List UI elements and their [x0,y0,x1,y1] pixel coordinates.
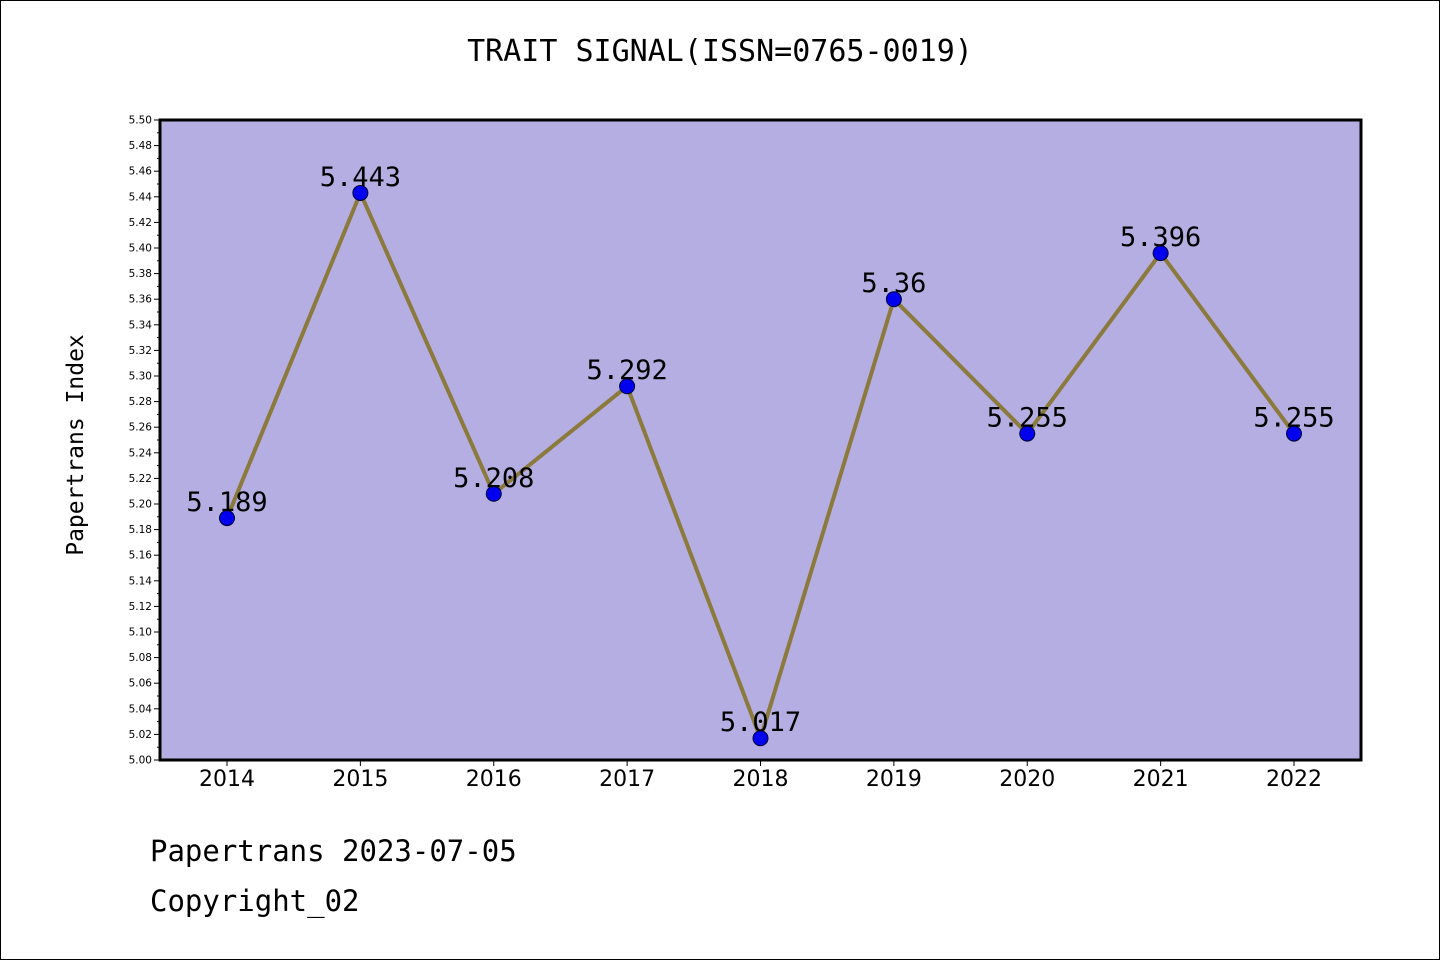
footer-date: Papertrans 2023-07-05 [150,834,517,868]
data-label: 5.443 [320,162,401,193]
data-point [485,485,502,502]
y-tick-label: 5.00 [129,755,152,767]
data-point [752,730,769,747]
y-tick-label: 5.48 [129,140,152,152]
x-tick-label: 2021 [1133,767,1189,792]
y-tick-label: 5.36 [129,294,153,306]
data-label: 5.396 [1120,222,1201,253]
y-tick-label: 5.18 [129,524,152,536]
data-label: 5.189 [186,487,267,518]
y-tick-label: 5.14 [129,575,153,587]
y-tick-label: 5.02 [129,729,152,741]
y-tick-label: 5.16 [129,550,153,562]
plot-border [158,118,1363,762]
x-tick-label: 2015 [332,767,388,792]
y-tick-label: 5.50 [129,115,152,127]
chart-title: TRAIT SIGNAL(ISSN=0765-0019) [467,34,973,69]
y-axis: 5.00 5.02 5.04 5.06 5.08 5.10 5.12 5.14 5.16 5.18… [129,115,160,767]
data-point [619,378,636,395]
y-tick-label: 5.24 [129,447,153,459]
y-tick-label: 5.04 [129,703,153,715]
data-label: 5.255 [987,403,1068,434]
y-tick-label: 5.10 [129,627,152,639]
data-point [1286,425,1302,442]
y-tick-label: 5.12 [129,601,152,613]
x-tick-label: 2014 [199,767,255,792]
x-tick-label: 2018 [733,767,789,792]
data-point [352,184,369,201]
y-tick-label: 5.08 [129,652,152,664]
data-label: 5.208 [453,463,534,494]
x-tick-label: 2016 [466,767,522,792]
y-tick-label: 5.38 [129,268,152,280]
data-point [1152,245,1169,262]
y-tick-label: 5.44 [129,191,153,203]
y-tick-label: 5.22 [129,473,152,485]
footer-copyright: Copyright_02 [150,884,360,918]
data-labels: 5.189 5.443 5.208 5.292 5.017 5.36 5.255 5.396 5… [186,162,1334,738]
data-point [1019,425,1036,442]
data-point [219,510,235,527]
plot-area [160,120,1361,760]
data-point [885,291,902,308]
data-label: 5.255 [1253,403,1334,434]
y-tick-label: 5.30 [129,371,152,383]
y-tick-label: 5.42 [129,217,152,229]
data-label: 5.017 [720,707,801,738]
x-tick-label: 2020 [999,767,1055,792]
x-tick-label: 2022 [1266,767,1322,792]
y-tick-label: 5.26 [129,422,153,434]
x-tick-label: 2019 [866,767,922,792]
x-axis: 2014 2015 2016 2017 2018 2019 2020 2021 2022 [199,760,1322,792]
y-tick-label: 5.20 [129,499,152,511]
y-tick-label: 5.32 [129,345,152,357]
y-tick-label: 5.06 [129,678,153,690]
y-tick-label: 5.40 [129,243,152,255]
data-points [219,184,1302,747]
y-tick-label: 5.28 [129,396,152,408]
y-tick-label: 5.34 [129,319,153,331]
x-tick-label: 2017 [599,767,655,792]
data-label: 5.292 [586,355,667,386]
y-tick-label: 5.46 [129,166,153,178]
data-label: 5.36 [861,268,926,299]
